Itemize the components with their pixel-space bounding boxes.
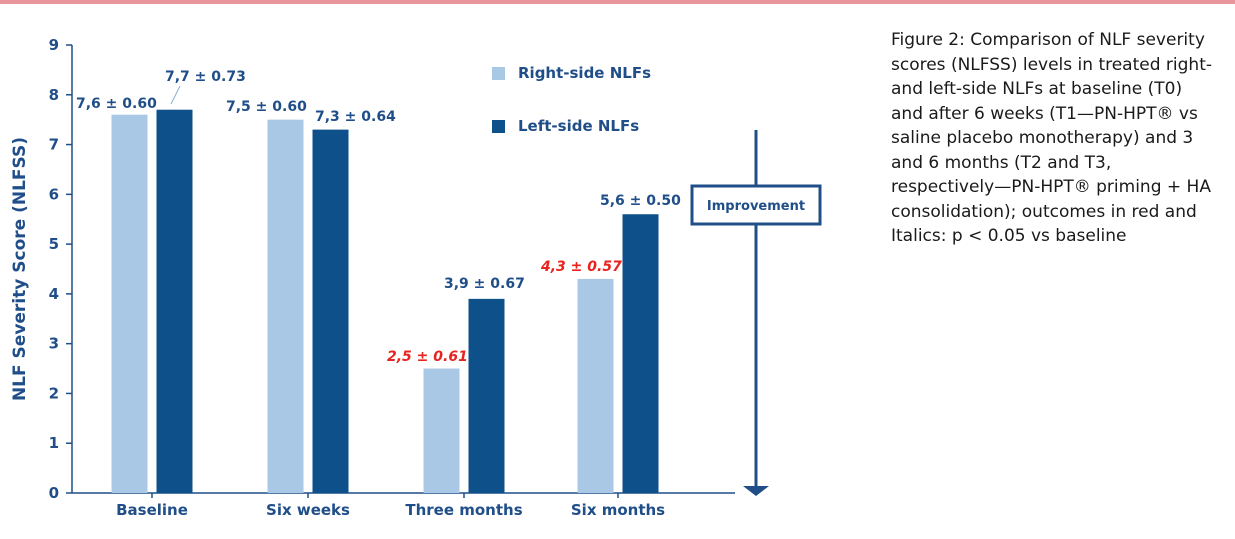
bar-chart: 0 1 2 3 4 5 6 7 8 9 NLF Severity Score (NLFSS) Base… — [10, 36, 822, 519]
y-tick-label: 9 — [49, 36, 59, 54]
x-category-label: Three months — [405, 501, 522, 519]
value-label: 3,9 ± 0.67 — [444, 276, 525, 292]
y-tick-label: 3 — [49, 335, 59, 353]
value-label: 7,7 ± 0.73 — [165, 69, 246, 85]
top-accent-rule — [0, 0, 1235, 4]
bar — [267, 119, 304, 494]
bar — [622, 214, 659, 493]
bar — [312, 129, 349, 493]
y-tick-label: 5 — [49, 235, 59, 253]
improvement-box — [690, 184, 822, 226]
chart-value-labels: 7,6 ± 0.60 7,5 ± 0.60 2,5 ± 0.61 4,3 ± 0.57… — [76, 69, 681, 365]
legend-swatch — [492, 67, 505, 80]
value-label: 7,3 ± 0.64 — [315, 109, 396, 125]
y-tick-label: 6 — [49, 185, 59, 203]
value-label: 7,6 ± 0.60 — [76, 96, 157, 112]
y-tick-label: 7 — [49, 136, 59, 154]
bar — [468, 298, 505, 493]
figure-caption: Figure 2: Comparison of NLF severity sco… — [891, 30, 1212, 246]
bar — [577, 278, 614, 493]
bar — [111, 114, 148, 493]
improvement-arrow-head — [743, 486, 769, 496]
value-label: 7,5 ± 0.60 — [226, 99, 307, 115]
bar — [156, 109, 193, 493]
y-tick-label: 0 — [49, 484, 59, 502]
value-leader-line — [170, 85, 181, 105]
improvement-label: Improvement — [707, 199, 805, 214]
y-tick-label: 2 — [49, 384, 59, 402]
x-category-label: Baseline — [116, 501, 188, 519]
y-tick-label: 1 — [49, 434, 59, 452]
y-tick-label: 8 — [49, 86, 59, 104]
chart-bars — [111, 109, 659, 494]
x-category-label: Six weeks — [266, 501, 350, 519]
value-label: 2,5 ± 0.61 — [387, 349, 468, 365]
value-label: 4,3 ± 0.57 — [540, 259, 622, 275]
y-tick-label: 4 — [49, 285, 59, 303]
x-category-label: Six months — [571, 501, 665, 519]
legend-label: Left-side NLFs — [518, 117, 639, 135]
bar — [423, 368, 460, 493]
legend-label: Right-side NLFs — [518, 64, 651, 82]
value-label: 5,6 ± 0.50 — [600, 193, 681, 209]
legend-swatch — [492, 120, 505, 133]
y-axis-title: NLF Severity Score (NLFSS) — [10, 137, 30, 401]
improvement-annotation: Improvement — [690, 130, 822, 496]
chart-legend: Right-side NLFs Left-side NLFs — [492, 64, 651, 135]
